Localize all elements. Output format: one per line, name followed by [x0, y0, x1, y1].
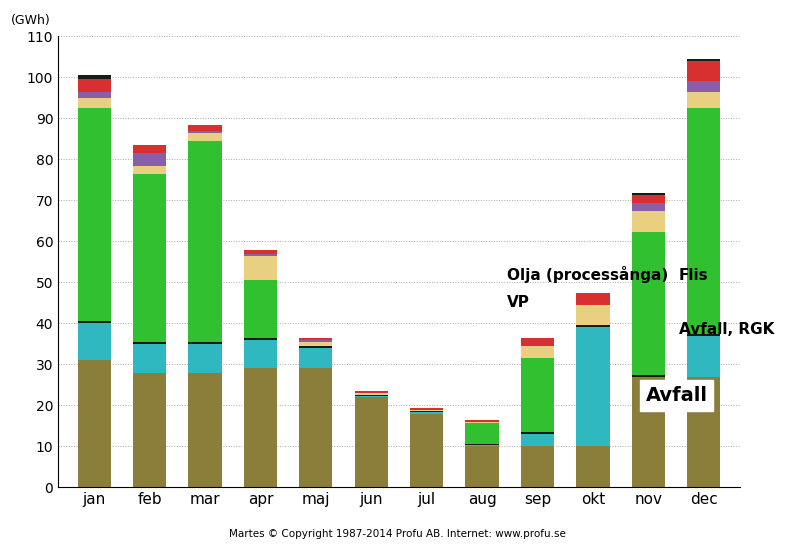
- Bar: [133, 373, 166, 487]
- Text: VP: VP: [507, 295, 529, 310]
- Bar: [465, 420, 498, 422]
- Bar: [687, 376, 720, 487]
- Bar: [632, 232, 665, 375]
- Bar: [244, 280, 277, 338]
- Bar: [78, 92, 111, 98]
- Bar: [465, 444, 498, 445]
- Bar: [687, 61, 720, 82]
- Bar: [188, 133, 222, 141]
- Bar: [133, 145, 166, 153]
- Bar: [244, 250, 277, 254]
- Bar: [632, 195, 665, 203]
- Bar: [355, 397, 388, 487]
- Bar: [521, 434, 554, 447]
- Bar: [244, 256, 277, 280]
- Bar: [78, 75, 111, 79]
- Bar: [244, 338, 277, 340]
- Bar: [133, 153, 166, 165]
- Bar: [687, 59, 720, 61]
- Bar: [299, 340, 332, 342]
- Text: Avfall, RGK: Avfall, RGK: [679, 322, 774, 337]
- Bar: [521, 447, 554, 487]
- Bar: [133, 165, 166, 174]
- Bar: [188, 125, 222, 131]
- Bar: [632, 193, 665, 195]
- Bar: [299, 346, 332, 348]
- Bar: [410, 408, 444, 410]
- Bar: [465, 423, 498, 444]
- Bar: [78, 98, 111, 108]
- Bar: [78, 323, 111, 360]
- Bar: [299, 338, 332, 340]
- Bar: [521, 338, 554, 346]
- Bar: [78, 360, 111, 487]
- Bar: [188, 342, 222, 344]
- Bar: [521, 346, 554, 358]
- Bar: [244, 368, 277, 487]
- Bar: [133, 174, 166, 342]
- Bar: [410, 412, 444, 413]
- Bar: [299, 342, 332, 346]
- Bar: [188, 131, 222, 133]
- Bar: [576, 325, 610, 327]
- Bar: [244, 340, 277, 368]
- Bar: [576, 327, 610, 447]
- Bar: [687, 336, 720, 376]
- Text: Olja (processånga): Olja (processånga): [507, 267, 669, 283]
- Text: (GWh): (GWh): [10, 14, 50, 27]
- Bar: [188, 373, 222, 487]
- Bar: [78, 79, 111, 92]
- Bar: [687, 92, 720, 108]
- Bar: [632, 376, 665, 487]
- Bar: [355, 393, 388, 395]
- Bar: [78, 322, 111, 323]
- Bar: [355, 392, 388, 393]
- Bar: [632, 212, 665, 232]
- Bar: [410, 411, 444, 412]
- Bar: [465, 445, 498, 447]
- Bar: [576, 293, 610, 305]
- Text: Avfall: Avfall: [646, 386, 708, 405]
- Bar: [410, 410, 444, 411]
- Bar: [188, 344, 222, 373]
- Bar: [687, 333, 720, 336]
- Bar: [355, 395, 388, 396]
- Bar: [410, 413, 444, 487]
- Bar: [687, 108, 720, 333]
- Bar: [188, 141, 222, 342]
- Bar: [465, 422, 498, 423]
- Bar: [521, 358, 554, 432]
- Bar: [576, 447, 610, 487]
- Bar: [299, 348, 332, 368]
- Bar: [299, 368, 332, 487]
- Bar: [465, 447, 498, 487]
- Bar: [632, 375, 665, 376]
- Bar: [355, 396, 388, 397]
- Bar: [244, 254, 277, 256]
- Bar: [133, 342, 166, 344]
- Text: Flis: Flis: [679, 268, 708, 283]
- Bar: [687, 82, 720, 92]
- Text: Martes © Copyright 1987-2014 Profu AB. Internet: www.profu.se: Martes © Copyright 1987-2014 Profu AB. I…: [229, 529, 566, 540]
- Bar: [78, 108, 111, 322]
- Bar: [133, 344, 166, 373]
- Bar: [521, 432, 554, 434]
- Bar: [632, 203, 665, 212]
- Bar: [576, 305, 610, 325]
